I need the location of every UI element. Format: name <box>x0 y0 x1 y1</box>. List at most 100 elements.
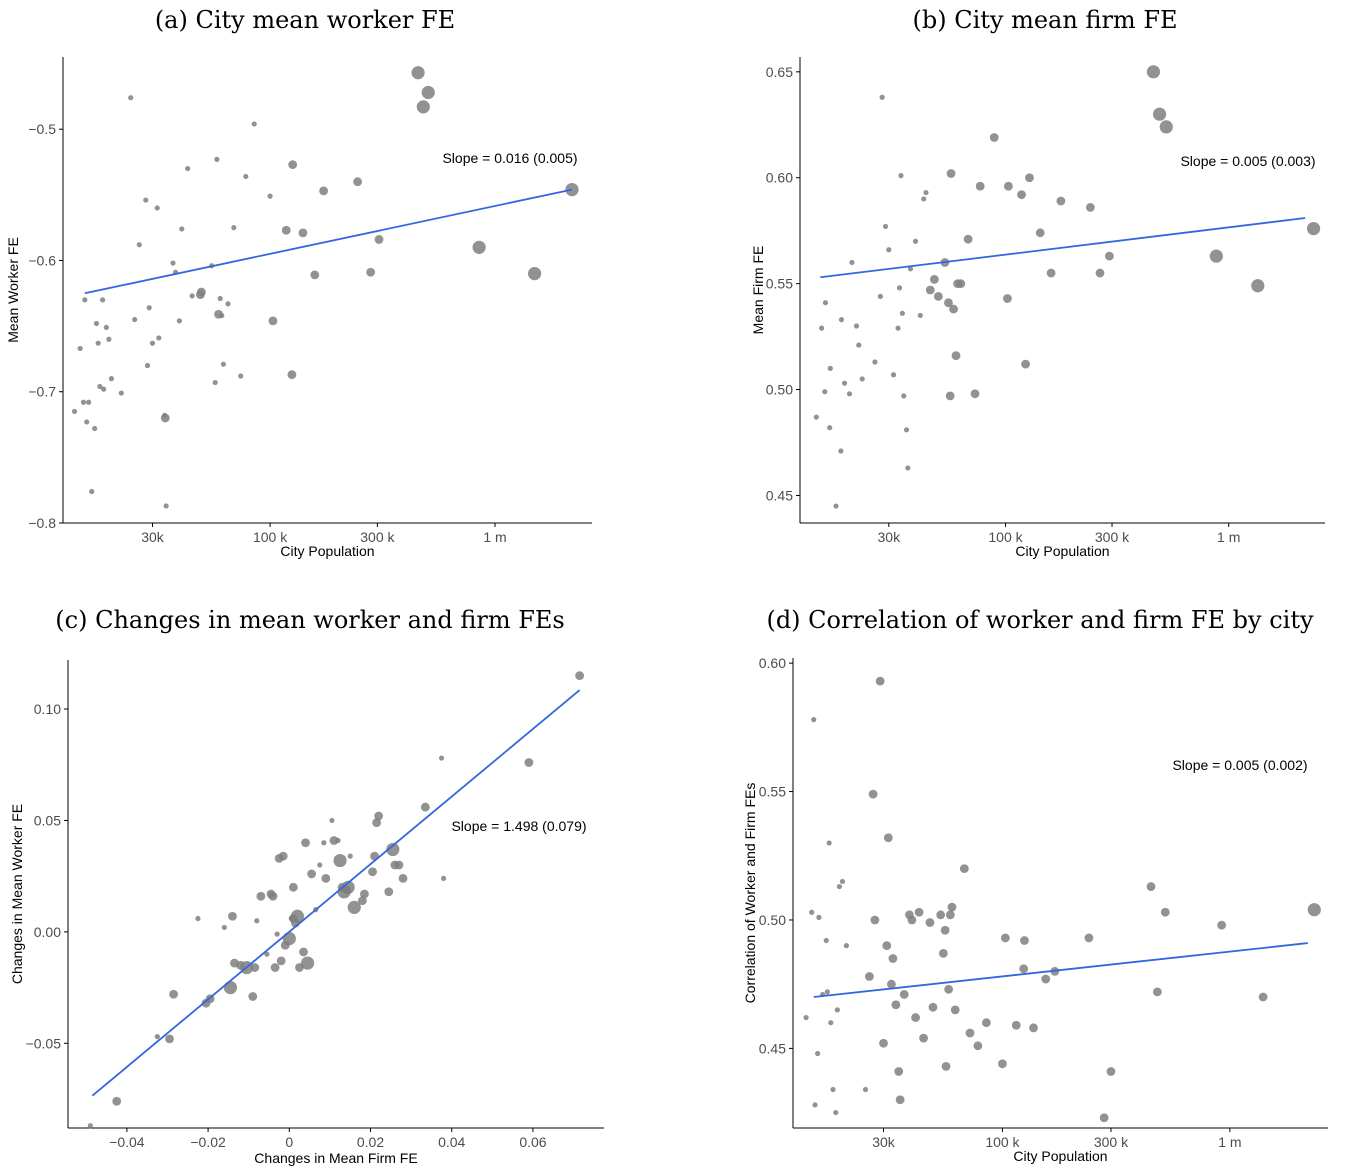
data-point <box>936 910 946 920</box>
x-axis-title: City Population <box>280 543 374 559</box>
data-point <box>879 94 885 100</box>
data-point <box>856 342 862 348</box>
data-point <box>809 909 815 915</box>
data-point <box>288 160 298 170</box>
data-point <box>945 910 955 920</box>
data-point <box>106 336 112 342</box>
data-point <box>288 882 298 892</box>
data-point <box>95 340 101 346</box>
data-point <box>813 414 819 420</box>
data-point <box>822 300 829 306</box>
data-point <box>329 817 335 824</box>
data-point <box>156 335 162 341</box>
y-tick-label: 0.10 <box>34 701 61 717</box>
data-point <box>179 226 185 232</box>
data-point <box>894 1067 904 1076</box>
data-point <box>398 874 408 883</box>
data-point <box>870 915 880 925</box>
data-point <box>347 900 361 914</box>
data-point <box>527 266 542 281</box>
data-point <box>836 883 843 890</box>
data-point <box>1085 202 1095 212</box>
data-point <box>82 297 88 303</box>
y-tick-label: 0.60 <box>766 170 793 186</box>
data-point <box>1307 903 1321 917</box>
data-point <box>248 992 258 1001</box>
data-point <box>420 802 430 812</box>
data-point <box>833 1109 839 1116</box>
data-point <box>238 373 244 379</box>
data-point <box>862 1086 869 1093</box>
y-tick-label: −0.6 <box>28 252 56 268</box>
x-tick-label: 100 k <box>985 1134 1020 1150</box>
data-point <box>919 1033 928 1043</box>
slope-annotation: Slope = 0.005 (0.003) <box>1180 153 1315 169</box>
y-tick-label: −0.05 <box>26 1035 62 1051</box>
data-point <box>195 915 201 922</box>
data-point <box>264 951 270 957</box>
data-point <box>112 1096 122 1106</box>
slope-annotation: Slope = 0.005 (0.002) <box>1172 757 1307 773</box>
data-point <box>963 234 973 244</box>
x-axis-title: City Population <box>1013 1148 1107 1164</box>
data-point <box>816 914 822 920</box>
data-point <box>864 972 874 981</box>
data-point <box>421 85 435 100</box>
data-point <box>108 376 115 382</box>
data-point <box>267 193 273 199</box>
data-point <box>212 379 218 386</box>
data-point <box>118 390 124 396</box>
data-point <box>281 225 291 235</box>
data-point <box>933 291 943 301</box>
data-point <box>71 408 78 415</box>
data-point <box>341 880 355 894</box>
data-point <box>886 247 892 253</box>
data-point <box>833 503 839 509</box>
data-point <box>944 298 953 308</box>
data-point <box>1017 190 1026 200</box>
data-point <box>276 956 286 966</box>
y-tick-label: 0.55 <box>759 784 786 800</box>
data-point <box>374 811 384 821</box>
data-point <box>219 312 225 319</box>
data-point <box>946 169 956 178</box>
data-point <box>251 121 257 127</box>
data-point <box>149 340 156 346</box>
data-point <box>1258 992 1268 1002</box>
data-point <box>1041 974 1051 984</box>
data-point <box>394 860 404 870</box>
data-point <box>214 156 220 162</box>
data-point <box>819 325 825 331</box>
data-point <box>143 197 149 203</box>
x-tick-label: 0.04 <box>438 1134 465 1150</box>
data-point <box>868 789 878 799</box>
y-tick-label: 0.45 <box>766 487 793 503</box>
data-point <box>1056 196 1066 206</box>
data-point <box>575 671 585 680</box>
x-tick-label: 100 k <box>253 529 288 545</box>
data-point <box>879 1038 888 1048</box>
data-point <box>357 896 367 906</box>
data-point <box>347 853 353 859</box>
x-tick-label: 30k <box>141 529 165 545</box>
data-point <box>300 956 315 970</box>
data-point <box>965 1028 975 1038</box>
data-point <box>853 323 860 329</box>
data-point <box>815 1050 821 1057</box>
data-point <box>882 223 889 230</box>
data-point <box>170 260 176 266</box>
data-point <box>225 301 231 307</box>
data-point <box>353 177 363 187</box>
x-tick-label: 300 k <box>360 529 395 545</box>
data-point <box>103 324 109 331</box>
data-point <box>923 189 929 196</box>
data-point <box>911 1013 920 1022</box>
data-point <box>944 984 954 994</box>
data-point <box>824 989 831 995</box>
data-point <box>287 370 297 380</box>
data-point <box>321 874 331 883</box>
data-point <box>1104 251 1114 261</box>
chart-panel-a: −0.8 −0.7 −0.6 −0.5 30k 100 k 300 k 1 m City Pop… <box>5 57 592 559</box>
x-tick-label: −0.04 <box>109 1134 145 1150</box>
data-point <box>1306 221 1321 236</box>
